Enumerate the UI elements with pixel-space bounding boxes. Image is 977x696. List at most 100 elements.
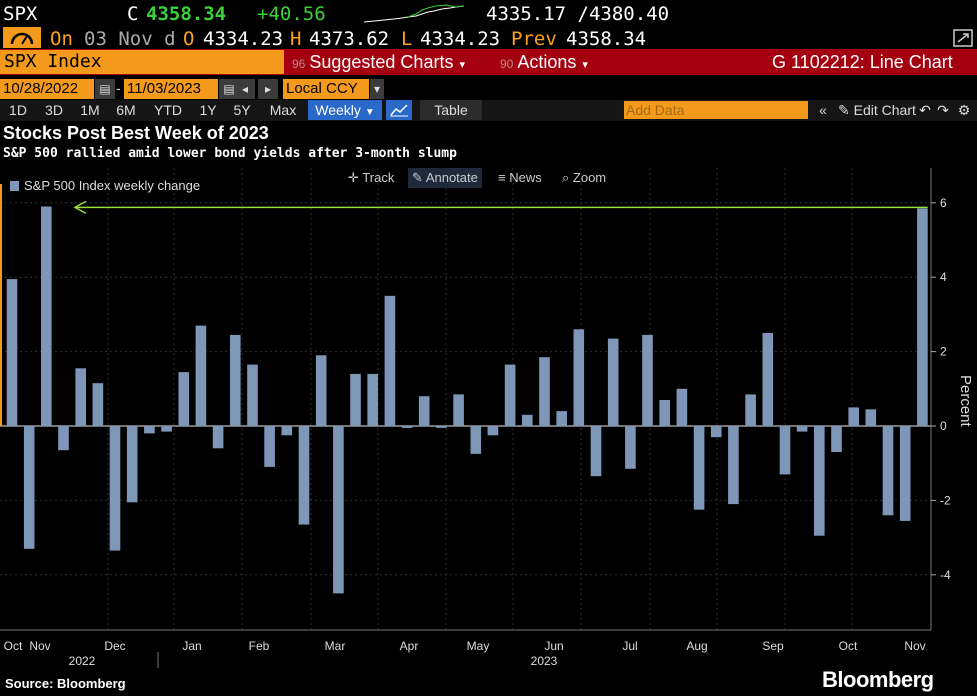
quote-date: 03 Nov d	[84, 28, 176, 50]
bar-week-22	[384, 295, 396, 426]
prev-value: 4358.34	[566, 28, 647, 50]
news-tool[interactable]: ≡ News	[494, 168, 546, 188]
bar-week-20	[350, 373, 361, 426]
suggested-dropdown-icon: ▾	[459, 59, 465, 71]
collapse-icon[interactable]: «	[819, 102, 827, 118]
period-1m[interactable]: 1M	[80, 102, 100, 118]
bar-week-39	[676, 388, 688, 426]
period-1d[interactable]: 1D	[9, 102, 27, 118]
bar-week-18	[315, 355, 327, 426]
bar-week-28	[487, 426, 499, 436]
bar-week-17	[298, 426, 310, 525]
period-1y[interactable]: 1Y	[199, 102, 217, 118]
y-tick-label: 0	[940, 419, 947, 433]
add-data-input[interactable]: Add Data	[624, 101, 808, 119]
period-6m[interactable]: 6M	[116, 102, 136, 118]
currency-dropdown-icon[interactable]: ▾	[370, 79, 384, 99]
annotate-label: Annotate	[425, 170, 478, 185]
bar-week-7	[126, 426, 138, 503]
bar-week-9	[161, 426, 172, 432]
bar-chart: -4 -2 0 2 4 6 Percent Oct Nov Dec Jan Feb Mar Apr May J…	[0, 168, 974, 668]
bar-week-16	[281, 426, 293, 436]
x-month-label: Jun	[544, 639, 563, 653]
bar-week-1	[23, 426, 35, 549]
bar-week-12	[212, 426, 224, 449]
low-label: L	[401, 28, 413, 50]
bar-week-42	[728, 426, 739, 505]
x-month-label: Nov	[904, 639, 925, 653]
redo-icon[interactable]: ↷	[937, 102, 949, 118]
bar-week-46	[796, 426, 808, 432]
bar-week-51	[882, 426, 894, 516]
bar-week-36	[625, 426, 636, 469]
quote-header: SPX C 4358.34 +40.56 4335.17 /4380.40	[0, 0, 977, 27]
actions-label: Actions	[517, 52, 577, 72]
bar-week-15	[264, 426, 275, 467]
end-date-field[interactable]: 11/03/2023	[124, 79, 218, 99]
axis-layer: -4 -2 0 2 4 6 Percent Oct Nov Dec Jan Feb Mar Apr May J…	[0, 168, 974, 668]
currency-select[interactable]: Local CCY	[283, 79, 369, 99]
start-calendar-icon[interactable]: ▤	[95, 79, 115, 99]
magnifier-icon: ⌕	[562, 170, 570, 185]
open-label: O	[183, 28, 195, 50]
frequency-label: Weekly	[315, 102, 361, 118]
grid-layer	[0, 168, 931, 630]
settings-gear-icon[interactable]: ⚙	[957, 102, 971, 118]
high-label: H	[290, 28, 302, 50]
step-back-icon[interactable]: ◂	[235, 79, 255, 99]
y-axis-label: Percent	[957, 375, 974, 428]
frequency-dropdown-icon: ▼	[364, 107, 375, 118]
bar-week-14	[247, 364, 258, 426]
table-button[interactable]: Table	[420, 100, 482, 120]
y-tick-label: 4	[940, 270, 947, 284]
low-value: 4334.23	[420, 28, 501, 50]
bar-week-33	[573, 329, 585, 426]
zoom-tool[interactable]: ⌕ Zoom	[558, 168, 610, 188]
period-max[interactable]: Max	[269, 102, 297, 118]
line-chart-icon[interactable]	[386, 100, 412, 120]
bar-week-26	[453, 394, 464, 426]
on-label: On	[50, 28, 73, 50]
bar-week-8	[144, 426, 155, 434]
undo-icon[interactable]: ↶	[919, 102, 931, 118]
start-date-field[interactable]: 10/28/2022	[0, 79, 94, 99]
annotate-tool[interactable]: ✎ Annotate	[408, 168, 482, 188]
period-ytd[interactable]: YTD	[154, 102, 182, 118]
end-calendar-icon[interactable]: ▤	[219, 79, 239, 99]
bar-week-44	[762, 333, 774, 426]
day-range: 4335.17 /4380.40	[486, 3, 670, 25]
bar-week-27	[470, 426, 482, 454]
x-year-label: 2023	[531, 654, 558, 668]
period-3d[interactable]: 3D	[45, 102, 63, 118]
quote-detail-row: On 03 Nov d O 4334.23 H 4373.62 L 4334.2…	[0, 27, 977, 50]
bar-week-0	[6, 279, 18, 426]
suggested-charts-badge: 96	[292, 57, 306, 71]
edit-chart-button[interactable]: ✎ Edit Chart	[838, 100, 922, 120]
step-forward-icon[interactable]: ▸	[258, 79, 278, 99]
pencil-icon: ✎	[838, 102, 850, 118]
expand-icon[interactable]	[953, 29, 973, 47]
actions-button[interactable]: 90 Actions ▾	[500, 49, 588, 75]
x-month-label: Dec	[104, 639, 125, 653]
crosshair-icon: ✛	[348, 170, 359, 185]
gauge-icon[interactable]	[3, 27, 41, 48]
bar-week-31	[539, 357, 550, 426]
bar-week-5	[92, 383, 104, 426]
chart-legend: S&P 500 Index weekly change	[10, 178, 200, 193]
period-5y[interactable]: 5Y	[233, 102, 251, 118]
x-month-label: Jan	[182, 639, 201, 653]
x-month-label: Oct	[839, 639, 858, 653]
suggested-charts-button[interactable]: 96 Suggested Charts ▾	[292, 49, 465, 75]
bar-week-30	[522, 414, 533, 426]
bar-week-47	[814, 426, 825, 536]
bar-week-6	[109, 426, 121, 551]
zoom-label: Zoom	[572, 170, 607, 185]
x-month-label: Jul	[622, 639, 637, 653]
frequency-select[interactable]: Weekly ▼	[308, 100, 382, 120]
intraday-sparkline	[364, 4, 464, 23]
bar-week-49	[848, 407, 859, 426]
track-tool[interactable]: ✛ Track	[344, 168, 398, 188]
price-change: +40.56	[257, 3, 326, 25]
security-field[interactable]: SPX Index	[0, 50, 284, 74]
edit-chart-label: Edit Chart	[853, 102, 916, 118]
